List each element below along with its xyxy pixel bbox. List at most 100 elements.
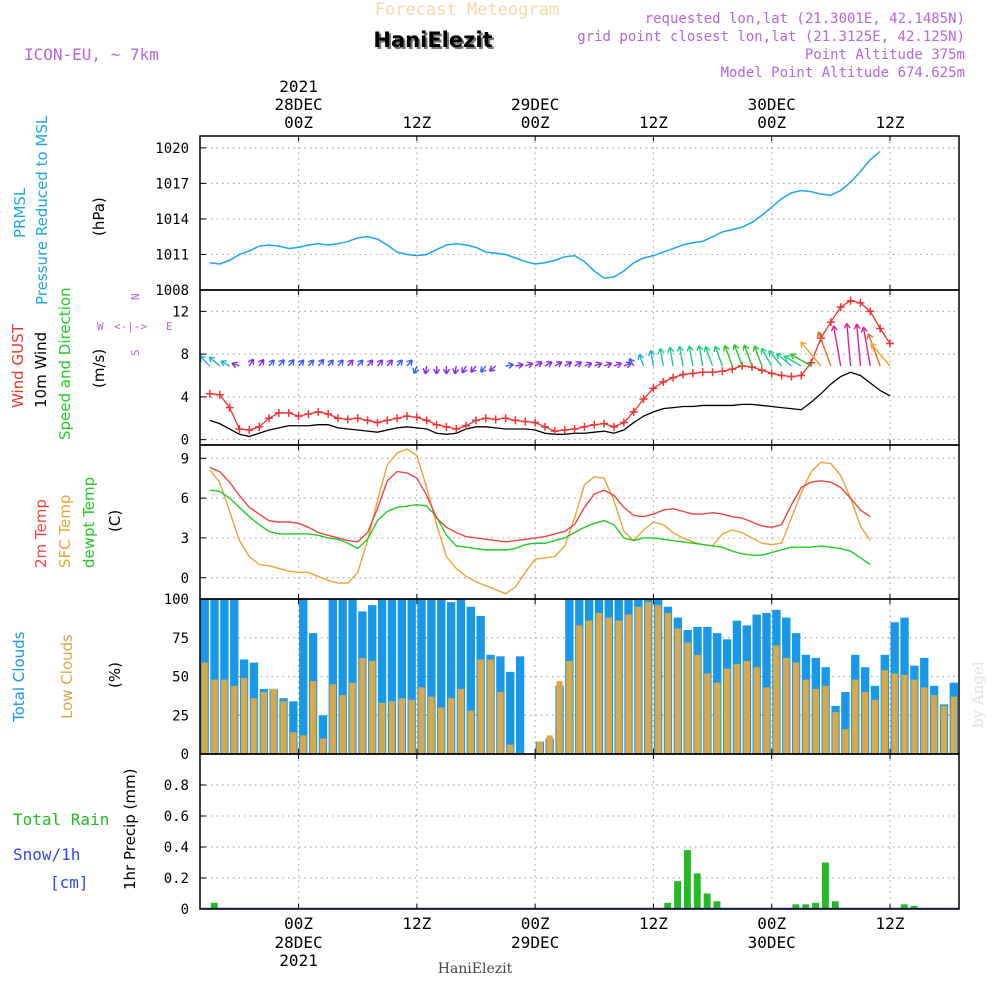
wind-direction-arrow (676, 345, 684, 367)
dewpt-line (209, 489, 871, 566)
low-cloud-bar (733, 664, 741, 754)
wind-direction-arrow (480, 365, 487, 373)
compass-arrows: <-|-> (114, 320, 147, 333)
low-cloud-bar (842, 729, 849, 754)
low-cloud-bar (822, 685, 829, 754)
product-title: Forecast Meteogram (375, 0, 559, 20)
low-cloud-bar (329, 684, 336, 754)
wind-direction-arrow (830, 325, 842, 367)
gust-marker (886, 339, 894, 348)
wind-direction-arrow (752, 345, 763, 367)
total-cloud-bar (210, 599, 219, 754)
gust-marker (600, 419, 609, 428)
watermark: by Angel (969, 661, 987, 728)
wind-direction-arrow (703, 345, 714, 367)
rain-bar (822, 862, 829, 909)
gust-marker (560, 426, 569, 435)
gust-marker (314, 407, 323, 416)
low-cloud-bar (339, 695, 346, 754)
sfc-label: SFC Temp (56, 495, 74, 568)
rain-bar (210, 902, 218, 909)
compass-west: W (97, 320, 104, 333)
wind-direction-arrow (422, 365, 430, 375)
gust-marker (610, 422, 618, 431)
top-hour-label: 00Z (757, 113, 786, 132)
low-cloud-bar (270, 688, 277, 754)
y-tick-label: 1011 (155, 247, 189, 263)
low-cloud-bar (763, 687, 770, 754)
bottom-hour-label: 12Z (876, 914, 905, 933)
total-cloud-bar (377, 599, 387, 754)
rain-bar (792, 904, 800, 909)
total-cloud-bar (348, 599, 357, 754)
direction-label: Speed and Direction (56, 287, 74, 440)
pressure-label-2: Pressure Reduced to MSL (33, 115, 51, 305)
total-cloud-bar (397, 599, 406, 754)
wind-direction-arrow (742, 344, 753, 367)
wind-direction-arrow (584, 361, 593, 369)
total-cloud-bar (446, 602, 456, 754)
gust-marker (472, 416, 480, 425)
low-cloud-bar (201, 662, 208, 754)
low-cloud-bar (773, 645, 780, 754)
low-cloud-bar (704, 673, 711, 754)
snow-unit-label: [cm] (50, 873, 89, 892)
gust-marker (836, 303, 845, 312)
gust-marker (669, 373, 678, 382)
wind-direction-arrow (317, 358, 325, 367)
gust-label: Wind GUST (9, 323, 27, 408)
top-day-label: 28DEC (274, 95, 322, 114)
t2m-label: 2m Temp (32, 499, 50, 568)
wind-direction-arrow (789, 353, 812, 367)
panel-frame (199, 753, 960, 910)
total-cloud-bar (762, 612, 771, 754)
low-cloud-bar (861, 692, 869, 754)
low-cloud-bar (832, 712, 839, 754)
gust-marker (580, 422, 589, 431)
wind-direction-arrow (623, 361, 632, 369)
rain-bar (910, 905, 918, 909)
y-tick-label: 4 (181, 390, 189, 406)
top-day-label: 29DEC (511, 95, 559, 114)
total-cloud-bar (328, 599, 337, 754)
rain-bar (664, 902, 672, 909)
low-cloud-bar (940, 705, 948, 754)
gust-marker (324, 410, 333, 418)
top-hour-label: 12Z (639, 113, 668, 132)
total-cloud-bar (407, 599, 416, 754)
wind-gust-line (209, 299, 891, 432)
low-cloud-bar (221, 679, 228, 754)
wind-direction-arrow (347, 359, 354, 367)
total-cloud-bar (299, 599, 308, 754)
bottom-hour-label: 12Z (402, 914, 431, 933)
compass-rose: W <-|-> E N S (97, 293, 173, 356)
low-cloud-bar (635, 606, 642, 754)
wind-direction-arrow (268, 359, 275, 367)
compass-south: S (129, 349, 142, 356)
low-cloud-bar (231, 685, 238, 754)
total-cloud-bar (289, 701, 298, 754)
rain-bar (900, 904, 908, 909)
low-cloud-bar (369, 661, 376, 754)
total-cloud-bar (417, 599, 426, 754)
low-cloud-bar (605, 617, 612, 754)
wind-direction-arrow (327, 359, 334, 367)
rain-bar (693, 873, 701, 909)
panel-frame (199, 135, 960, 291)
wind-direction-arrow (657, 347, 665, 367)
gust-marker (757, 366, 766, 375)
wind-direction-arrow (406, 359, 413, 367)
chart-layers: 1008 1011 1014 1017 1020 0 4 8 12 0 3 6 9 0 25 50 75 100 0… (155, 77, 960, 970)
precip-unit: 1hr Precip (mm) (121, 769, 139, 890)
gust-marker (442, 422, 451, 431)
total-cloud-bar (220, 599, 229, 754)
y-tick-label: 1008 (155, 283, 189, 299)
wind-direction-arrow (278, 359, 285, 367)
pressure-line (209, 150, 881, 279)
gust-marker (659, 377, 668, 386)
low-cloud-bar (319, 738, 327, 754)
gust-marker (511, 416, 520, 425)
point-altitude: Point Altitude 375m (805, 47, 965, 63)
wind-speed-line (209, 371, 891, 438)
